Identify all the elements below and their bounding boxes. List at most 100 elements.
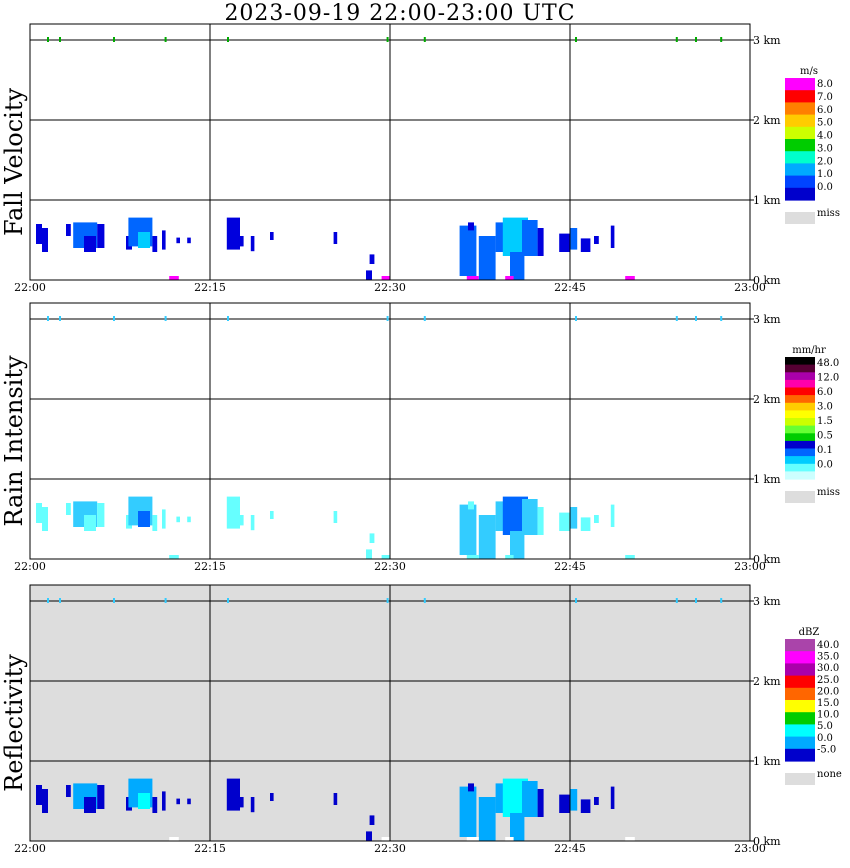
top-mark bbox=[59, 316, 61, 321]
x-tick-label: 22:15 bbox=[194, 281, 226, 294]
x-tick-label: 22:30 bbox=[374, 560, 406, 573]
precip-cell bbox=[522, 499, 538, 535]
precip-cell bbox=[97, 503, 105, 527]
precip-cell bbox=[250, 515, 255, 531]
x-tick-label: 22:30 bbox=[374, 281, 406, 294]
y-tick-label: 1 km bbox=[753, 194, 781, 207]
top-mark bbox=[720, 598, 723, 603]
precip-cell bbox=[187, 798, 191, 805]
precip-cell bbox=[250, 797, 255, 813]
y-tick-label: 3 km bbox=[753, 313, 781, 326]
scale-swatch bbox=[785, 187, 815, 201]
x-tick-label: 22:15 bbox=[194, 842, 226, 855]
precip-cell bbox=[468, 501, 474, 510]
precip-cell bbox=[468, 222, 474, 231]
scale-label: 10.0 bbox=[817, 710, 839, 721]
precip-cell bbox=[580, 517, 591, 531]
precip-cell bbox=[36, 224, 42, 244]
precip-cell bbox=[594, 797, 599, 805]
precip-cell bbox=[84, 515, 96, 531]
y-tick-label: 1 km bbox=[753, 473, 781, 486]
precip-cell bbox=[468, 783, 474, 792]
scale-label: 0.0 bbox=[817, 182, 833, 193]
scale-label: 0.0 bbox=[817, 460, 833, 471]
precip-cell bbox=[176, 237, 180, 244]
precip-cell bbox=[226, 496, 240, 529]
surface-mark bbox=[625, 555, 635, 559]
scale-swatch bbox=[785, 78, 815, 91]
scale-miss-label: miss bbox=[817, 208, 840, 219]
x-tick-label: 22:45 bbox=[554, 842, 586, 855]
surface-mark bbox=[381, 555, 390, 559]
precip-cell bbox=[270, 232, 274, 240]
top-mark bbox=[164, 37, 167, 42]
precip-cell bbox=[478, 515, 496, 559]
precip-cell bbox=[478, 797, 496, 841]
scale-swatch bbox=[785, 387, 815, 396]
precip-cell bbox=[495, 501, 506, 531]
precip-cell bbox=[42, 228, 48, 252]
scale-swatch bbox=[785, 456, 815, 465]
surface-mark bbox=[625, 837, 635, 841]
precip-cell bbox=[187, 237, 191, 244]
scale-swatch bbox=[785, 736, 815, 750]
x-tick-label: 22:00 bbox=[14, 281, 46, 294]
scale-swatch bbox=[785, 395, 815, 404]
top-mark bbox=[227, 37, 229, 42]
top-mark bbox=[675, 598, 678, 603]
scale-swatch bbox=[785, 687, 815, 701]
top-mark bbox=[386, 316, 389, 321]
top-mark bbox=[164, 316, 167, 321]
scale-label: 8.0 bbox=[817, 79, 833, 90]
precip-cell bbox=[66, 224, 71, 236]
precip-cell bbox=[610, 225, 615, 248]
precip-cell bbox=[366, 549, 372, 559]
surface-mark bbox=[169, 837, 179, 841]
scale-label: 35.0 bbox=[817, 652, 839, 663]
precip-cell bbox=[580, 238, 591, 252]
precip-cell bbox=[594, 515, 599, 523]
scale-swatch bbox=[785, 463, 815, 472]
top-mark bbox=[59, 37, 61, 42]
surface-mark bbox=[466, 555, 479, 559]
precip-cell bbox=[333, 232, 338, 244]
chart-title: 2023-09-19 22:00-23:00 UTC bbox=[224, 1, 576, 26]
precip-cell bbox=[537, 507, 544, 535]
scale-miss-swatch bbox=[785, 212, 815, 224]
scale-unit: mm/hr bbox=[792, 345, 826, 356]
x-tick-label: 22:45 bbox=[554, 281, 586, 294]
top-mark bbox=[720, 316, 723, 321]
surface-mark bbox=[466, 276, 479, 280]
panel-ylabel: Rain Intensity bbox=[0, 355, 28, 527]
scale-label: 5.0 bbox=[817, 118, 833, 129]
y-tick-label: 0 km bbox=[753, 835, 781, 848]
precip-cell bbox=[238, 515, 244, 526]
top-mark bbox=[695, 316, 697, 321]
scale-label: 0.1 bbox=[817, 445, 833, 456]
precip-cell bbox=[366, 831, 372, 841]
scale-swatch bbox=[785, 90, 815, 103]
x-tick-label: 22:30 bbox=[374, 842, 406, 855]
scale-swatch bbox=[785, 402, 815, 411]
scale-label: 1.5 bbox=[817, 416, 833, 427]
precip-cell bbox=[36, 503, 42, 523]
scale-label: -5.0 bbox=[817, 744, 836, 755]
top-mark bbox=[575, 316, 577, 321]
precip-cell bbox=[138, 232, 150, 248]
y-tick-label: 2 km bbox=[753, 675, 781, 688]
scale-swatch bbox=[785, 471, 815, 480]
surface-mark bbox=[505, 837, 514, 841]
x-tick-label: 22:00 bbox=[14, 842, 46, 855]
panel-ylabel: Fall Velocity bbox=[0, 88, 28, 237]
top-mark bbox=[47, 37, 49, 42]
precip-cell bbox=[176, 516, 180, 523]
scale-label: 3.0 bbox=[817, 402, 833, 413]
scale-swatch bbox=[785, 425, 815, 434]
scale-label: 40.0 bbox=[817, 640, 839, 651]
precip-cell bbox=[84, 797, 96, 813]
precip-cell bbox=[152, 797, 158, 813]
top-mark bbox=[695, 37, 697, 42]
scale-swatch bbox=[785, 448, 815, 457]
scale-swatch bbox=[785, 139, 815, 152]
